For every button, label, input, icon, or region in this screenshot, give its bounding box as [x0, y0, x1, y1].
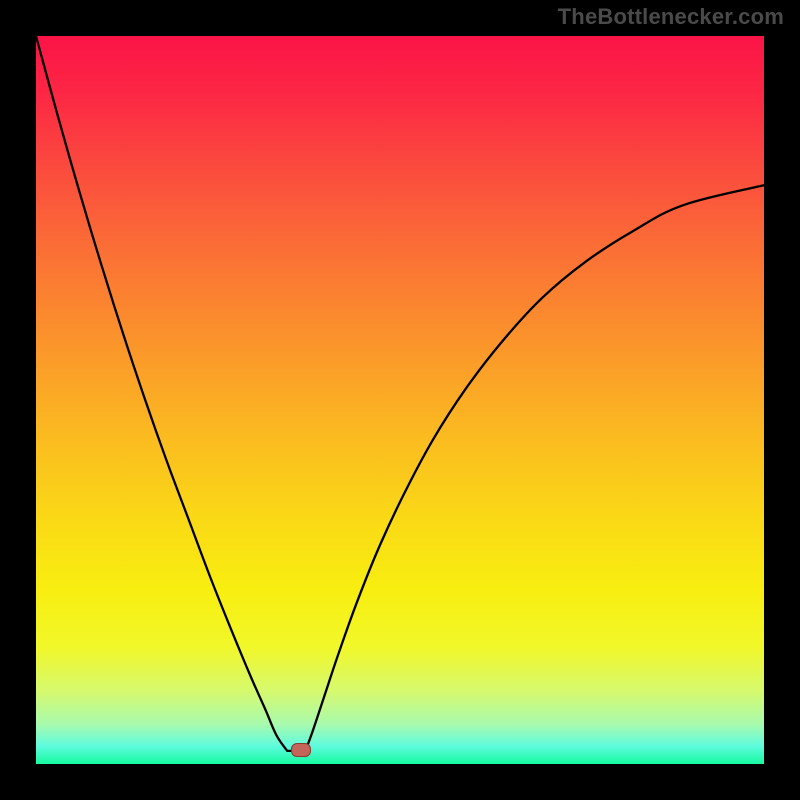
optimal-marker — [291, 743, 311, 757]
plot-area — [36, 36, 764, 764]
watermark-text: TheBottlenecker.com — [558, 4, 784, 30]
bottleneck-curve — [36, 36, 764, 764]
